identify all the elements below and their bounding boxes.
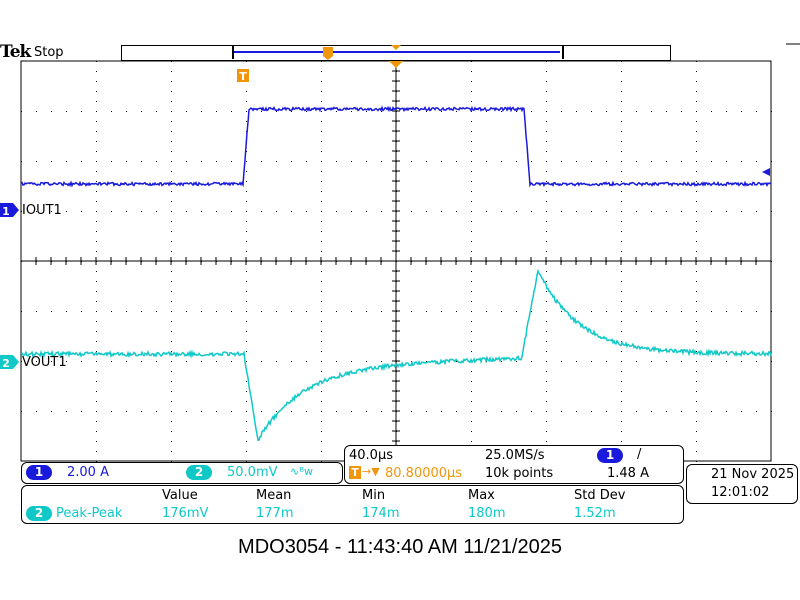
svg-text:1: 1 (2, 205, 10, 218)
measurement-max: 180m (468, 506, 505, 521)
bandwidth-limit-icon: ∿ᴮw (290, 465, 313, 478)
svg-text:2: 2 (2, 357, 10, 370)
trigger-icon: T (349, 466, 361, 479)
trigger-slope-icon: / (637, 447, 641, 462)
trigger-position: 80.80000µs (385, 466, 462, 481)
ch1-ground-marker: 1 (0, 203, 19, 218)
trigger-level-icon (762, 168, 770, 176)
trigger-position-icon: T (237, 69, 249, 83)
header-max: Max (468, 488, 495, 503)
record-length: 10k points (485, 466, 553, 481)
sample-rate: 25.0MS/s (485, 448, 545, 463)
measurement-name: Peak-Peak (56, 506, 122, 521)
header-min: Min (362, 488, 385, 503)
header-mean: Mean (256, 488, 291, 503)
measurement-channel-badge: 2 (26, 506, 52, 521)
trigger-arrow-icon: →▼ (362, 465, 380, 478)
ch2-ground-marker: 2 (0, 355, 19, 370)
date: 21 Nov 2025 (711, 467, 794, 482)
ch2-badge[interactable]: 2 (186, 465, 212, 480)
graticule (21, 61, 772, 462)
measurement-min: 174m (362, 506, 399, 521)
measurement-value: 176mV (162, 506, 208, 521)
header-value: Value (162, 488, 198, 503)
ch2-label: VOUT1 (22, 355, 67, 370)
expansion-point-icon (389, 61, 403, 68)
measurement-std-dev: 1.52m (574, 506, 616, 521)
footer-caption: MDO3054 - 11:43:40 AM 11/21/2025 (0, 536, 800, 559)
ch1-badge[interactable]: 1 (26, 465, 52, 480)
ch2-scale: 50.0mV (227, 465, 278, 480)
measurement-panel[interactable]: Value Mean Min Max Std Dev 2 Peak-Peak 1… (21, 485, 684, 524)
timebase-panel[interactable]: 40.0µs T →▼ 80.80000µs 25.0MS/s 10k poin… (344, 445, 684, 484)
trigger-source-badge: 1 (597, 448, 623, 463)
svg-text:T: T (239, 70, 247, 83)
ch1-label: IOUT1 (22, 203, 62, 218)
header-std-dev: Std Dev (574, 488, 625, 503)
horizontal-scale: 40.0µs (349, 448, 393, 463)
measurement-mean: 177m (256, 506, 293, 521)
trigger-level: 1.48 A (607, 466, 649, 481)
trigger-record-marker-icon (323, 47, 333, 60)
channel-scale-panel[interactable]: 1 2.00 A 2 50.0mV ∿ᴮw (21, 462, 343, 484)
time: 12:01:02 (711, 485, 769, 500)
horizontal-position-marker-icon (391, 45, 401, 50)
datetime-panel: 21 Nov 2025 12:01:02 (686, 464, 798, 504)
ch1-scale: 2.00 A (67, 465, 109, 480)
